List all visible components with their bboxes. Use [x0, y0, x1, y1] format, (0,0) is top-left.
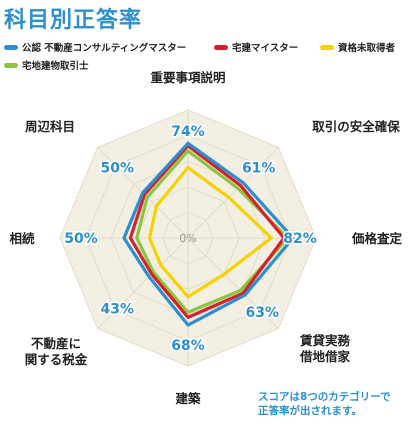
center-zero-label: 0%	[179, 232, 196, 245]
category-label: 重要事項説明	[150, 70, 225, 85]
category-score-label: 50%	[101, 160, 135, 176]
legend: 公認 不動産コンサルティングマスター 宅建マイスター 資格未取得者 宅地建物取引…	[4, 38, 412, 78]
radar-spoke	[97, 237, 189, 329]
category-score-label: 61%	[242, 160, 276, 176]
category-label: 不動産に関する税金	[25, 336, 88, 367]
chart-title: 科目別正答率	[4, 8, 143, 33]
category-score-label: 82%	[283, 231, 317, 247]
legend-item-consulting-master: 公認 不動産コンサルティングマスター	[4, 40, 186, 54]
legend-label: 資格未取得者	[338, 43, 396, 54]
series-line	[148, 166, 273, 299]
category-score-label: 50%	[64, 231, 98, 247]
series-line	[128, 144, 286, 319]
legend-item-takken-shi: 宅地建物取引士	[4, 58, 89, 72]
legend-item-takken-meister: 宅建マイスター	[214, 40, 298, 54]
category-score-label: 43%	[101, 302, 135, 318]
legend-label: 公認 不動産コンサルティングマスター	[22, 43, 187, 54]
legend-swatch	[320, 44, 334, 50]
radar-spoke	[187, 237, 279, 329]
legend-swatch	[214, 44, 228, 50]
category-score-label: 63%	[245, 305, 279, 321]
radar-spoke	[187, 147, 279, 239]
category-label: 相続	[9, 231, 35, 246]
legend-label: 宅地建物取引士	[22, 61, 89, 72]
category-label: 周辺科目	[25, 119, 75, 134]
legend-swatch	[4, 44, 18, 50]
category-score-label: 68%	[171, 338, 205, 354]
legend-item-unqualified: 資格未取得者	[320, 40, 395, 54]
legend-swatch	[4, 62, 18, 68]
legend-label: 宅建マイスター	[232, 43, 299, 54]
category-label: 建築	[175, 391, 201, 406]
score-note: スコアは8つのカテゴリーで 正答率が出されます。	[258, 391, 391, 417]
series-line	[122, 141, 295, 327]
category-label: 賃貸実務借地借家	[299, 333, 351, 364]
category-label: 取引の安全確保	[312, 119, 400, 134]
category-label: 価格査定	[351, 231, 403, 246]
category-score-label: 74%	[171, 124, 205, 140]
